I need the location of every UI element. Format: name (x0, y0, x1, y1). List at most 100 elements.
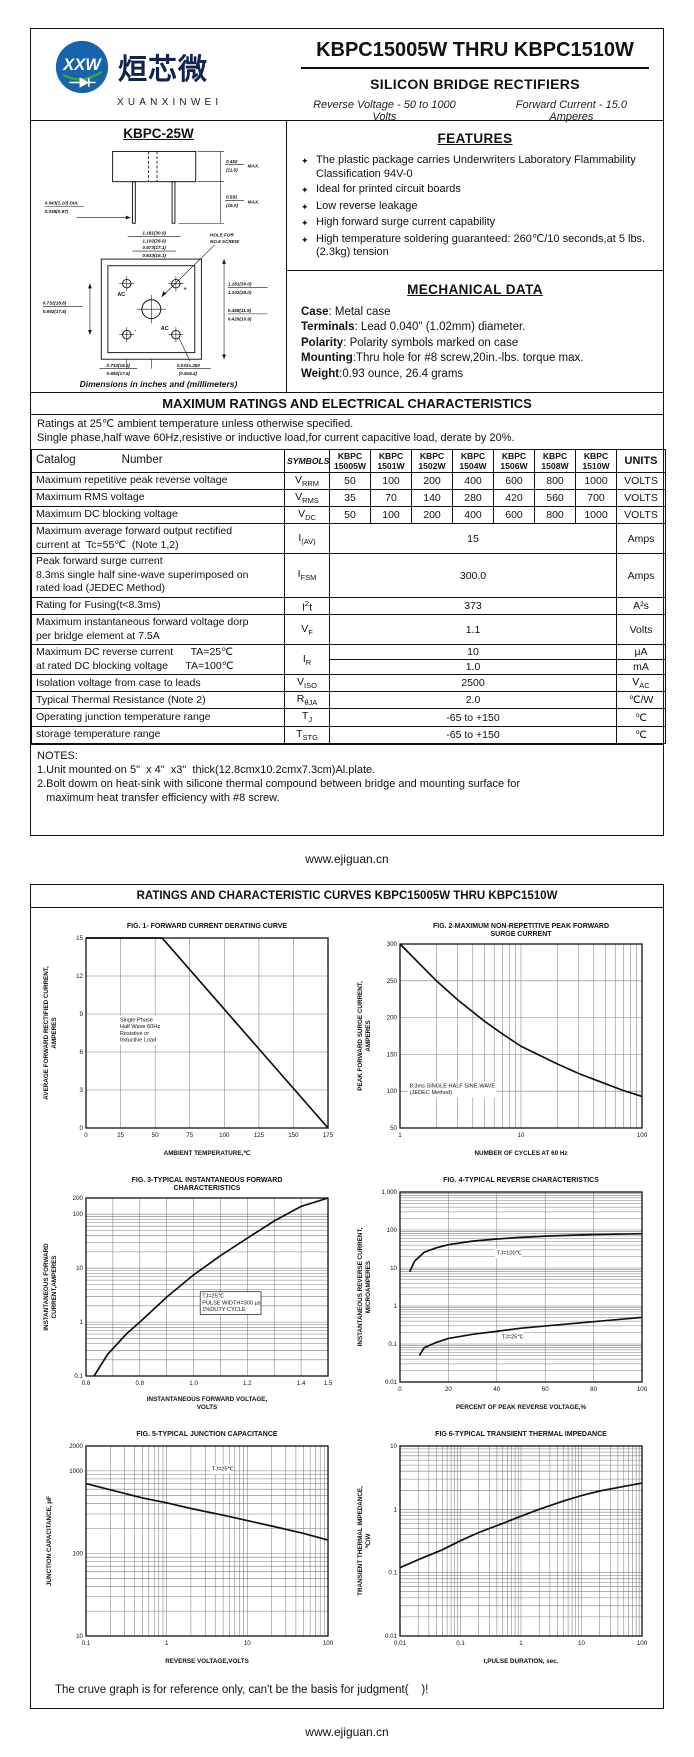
svg-text:75: 75 (186, 1132, 193, 1139)
svg-text:175: 175 (323, 1132, 334, 1139)
footer-url-1: www.ejiguan.cn (305, 851, 389, 866)
curves-heading: RATINGS AND CHARACTERISTIC CURVES KBPC15… (31, 885, 663, 908)
units-cell: Amps (616, 523, 666, 555)
svg-text:100: 100 (637, 1386, 648, 1393)
value-cell: 1000 (575, 471, 617, 491)
value-cell: 100 (370, 471, 412, 491)
svg-text:10: 10 (76, 1265, 83, 1272)
x-axis-label: PERCENT OF PEAK REVERSE VOLTAGE,% (456, 1404, 587, 1411)
svg-text:1.4: 1.4 (297, 1380, 306, 1387)
col-header-part: KBPC 1502W (411, 449, 453, 473)
value-cell: 1000 (575, 506, 617, 525)
value-cell: 373 (329, 596, 617, 616)
table-row: Maximum DC blocking voltage VDC 50 100 200 40… (31, 506, 666, 525)
svg-text:1.0: 1.0 (189, 1380, 198, 1387)
param-cell: Maximum DC blocking voltage (31, 506, 285, 525)
ratings-conditions: Ratings at 25℃ ambient temperature unles… (31, 415, 663, 449)
value-cell: 100 (370, 506, 412, 525)
table-row: Rating for Fusing(t<8.3ms) I2t 373 A²s (31, 596, 666, 616)
units-cell: A²s (616, 596, 666, 616)
logo-icon: XXW (55, 40, 109, 94)
dim-label: 0.732(18.6) (43, 300, 67, 305)
dim-label: 0.633(16.1) (142, 253, 166, 258)
value-cell: 200 (411, 471, 453, 491)
dim-label: (15.0) (226, 203, 239, 208)
dim-label: 0.452 (226, 159, 238, 164)
terminal-label-minus: - (134, 328, 136, 334)
param-cell: Peak forward surge current 8.3ms single h… (31, 553, 285, 598)
svg-text:60: 60 (542, 1386, 549, 1393)
chart-annotation: Half Wave 60Hz (120, 1024, 160, 1030)
chart-annotation: Resistive or (120, 1030, 149, 1036)
units-cell: ℃ (616, 708, 666, 727)
mech-line: Weight:0.93 ounce, 26.4 grams (301, 367, 464, 380)
footer-url-2: www.ejiguan.cn (305, 1724, 389, 1739)
table-row: Maximum RMS voltage VRMS 35 70 140 280 420 560 7… (31, 489, 666, 508)
dim-label: 1.181(30.0) (142, 231, 166, 236)
svg-text:100: 100 (637, 1640, 648, 1647)
col-header-part: KBPC 1501W (370, 449, 412, 473)
svg-text:1.5: 1.5 (324, 1380, 333, 1387)
table-row: Maximum DC reverse current TA=25℃ at rate… (31, 644, 666, 676)
ratings-section-heading: MAXIMUM RATINGS AND ELECTRICAL CHARACTER… (31, 392, 663, 415)
param-cell: storage temperature range (31, 725, 285, 744)
mechanical-data-section: MECHANICAL DATA Case: Metal case Terminal… (287, 269, 663, 393)
x-axis-label: t,PULSE DURATION, sec. (483, 1658, 558, 1665)
svg-text:100: 100 (637, 1132, 648, 1139)
svg-text:100: 100 (219, 1132, 230, 1139)
value-cell: 1.0 (329, 659, 617, 676)
value-cell: 800 (534, 471, 576, 491)
svg-text:100: 100 (387, 1227, 398, 1234)
value-cell: 600 (493, 471, 535, 491)
figure-2: 1 10 100 50 100 150 200 250 300 FIG. 2-MAXIMUM NO… (347, 918, 661, 1168)
feature-item: ✦ High temperature soldering guaranteed: … (301, 233, 649, 260)
package-drawing-section: KBPC-25W 0.452 (11.5) MAX. 0.591 (15 (31, 121, 287, 392)
symbol-cell: VRMS (284, 489, 330, 508)
col-header-part: KBPC 15005W (329, 449, 371, 473)
units-cell: VOLTS (616, 489, 666, 508)
value-cell: 50 (329, 506, 371, 525)
logo-company-en: XUANXINWEI (117, 97, 223, 108)
y-axis-label: PEAK FORWARD SURGE CURRENT, (357, 981, 364, 1091)
page-title: KBPC15005W THRU KBPC1510W (301, 39, 649, 69)
value-cell: 280 (452, 489, 494, 508)
svg-text:1: 1 (519, 1640, 523, 1647)
figure-chart: 0 20 40 60 80 100 0.01 0.1 1 10 100 1,000 FIG. 4-TYP… (357, 1177, 648, 1411)
figure-chart: 0.6 0.8 1.0 1.2 1.4 1.5 0.1 1 10 100 200 FIG. 3-TYP… (43, 1177, 333, 1411)
svg-text:1: 1 (394, 1303, 398, 1310)
figure-title: FIG. 1- FORWARD CURRENT DERATING CURVE (127, 923, 288, 930)
svg-text:80: 80 (590, 1386, 597, 1393)
dim-label: 0.692(17.6) (43, 309, 67, 314)
dim-label: (11.5) (226, 167, 238, 172)
table-row: 1.0 mA (32, 659, 666, 676)
y-axis-label: AMPERES (365, 1020, 372, 1051)
svg-text:150: 150 (387, 1051, 398, 1058)
svg-text:0.8: 0.8 (135, 1380, 144, 1387)
svg-text:XXW: XXW (62, 56, 102, 74)
features-list: ✦ The plastic package carries Underwriter… (301, 154, 649, 260)
notes-list: 1.Unit mounted on 5" x 4" x3" thick(12.8… (37, 763, 657, 805)
svg-text:50: 50 (390, 1125, 397, 1132)
bullet-icon: ✦ (301, 201, 309, 212)
notes-heading: NOTES: (37, 749, 78, 762)
svg-text:300: 300 (387, 941, 398, 948)
units-cell: Volts (616, 614, 666, 646)
value-cell: 50 (329, 471, 371, 491)
param-cell: Maximum average forward output rectified… (31, 523, 285, 555)
svg-text:20: 20 (445, 1386, 452, 1393)
value-cell: 400 (452, 471, 494, 491)
value-cell: 700 (575, 489, 617, 508)
mechanical-data-list: Case: Metal case Terminals: Lead 0.040" (… (301, 305, 649, 383)
mech-line: Polarity: Polarity symbols marked on cas… (301, 336, 519, 349)
package-name: KBPC-25W (123, 126, 194, 141)
package-outline-drawing: 0.452 (11.5) MAX. 0.591 (15.0) MAX. 0.04… (43, 150, 268, 376)
svg-text:6: 6 (80, 1049, 84, 1056)
units-cell: ℃/W (616, 691, 666, 710)
symbol-cell: VDC (284, 506, 330, 525)
note-line: maximum heat transfer efficiency with #8… (37, 791, 280, 804)
forward-current-text: Forward Current - 15.0 Amperes (515, 99, 628, 123)
data-series (399, 1481, 643, 1569)
figure-5: 0.1 1 10 100 10 100 1000 2000 FIG. 5-TYPICAL JUN… (33, 1426, 347, 1676)
svg-text:1: 1 (398, 1132, 402, 1139)
dim-label: (0.8x6.4) (179, 371, 198, 376)
